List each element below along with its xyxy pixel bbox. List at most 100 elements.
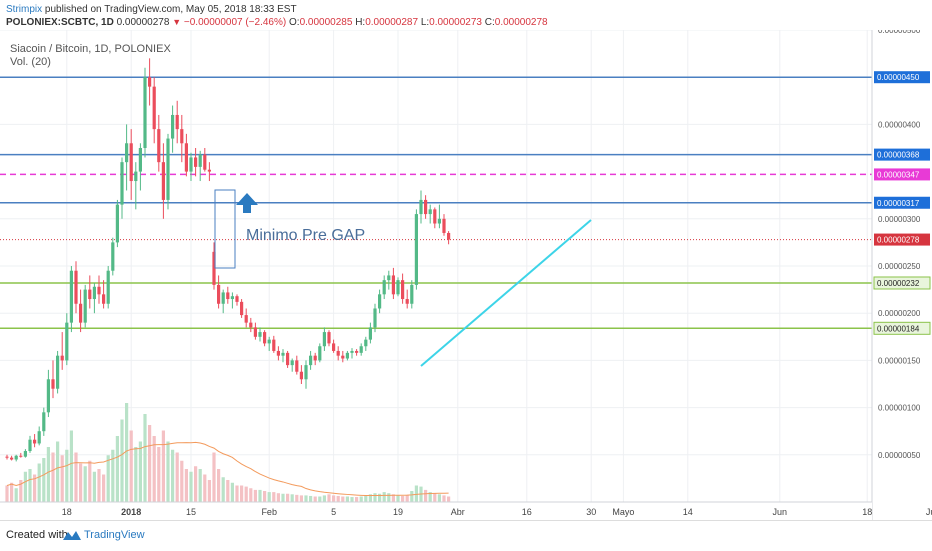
x-tick-label: 30 [586, 507, 596, 517]
candle-body [276, 350, 280, 356]
tradingview-logo-icon [63, 531, 81, 540]
candle-body [88, 289, 92, 300]
volume-bar [281, 493, 285, 502]
candle-body [217, 284, 221, 304]
volume-bar [295, 494, 299, 502]
volume-bar [148, 425, 152, 502]
low-label: L: [420, 17, 430, 28]
candle-body [33, 439, 37, 444]
x-tick-label: 18 [862, 507, 872, 517]
candle-body [194, 157, 198, 167]
candle-body [42, 412, 46, 432]
volume-bar [46, 447, 50, 502]
volume-ma-line [6, 441, 449, 497]
x-tick-label: Jul [926, 507, 932, 517]
candle-body [396, 280, 400, 295]
candle-body [198, 154, 202, 167]
candle-body [83, 289, 87, 323]
candle-body [281, 352, 285, 356]
ohlc-line: POLONIEX:SCBTC, 1D 0.00000278 ▼ −0.00000… [6, 17, 548, 28]
candle-body [332, 343, 336, 351]
x-tick-label: 14 [683, 507, 693, 517]
volume-bar [5, 485, 9, 502]
volume-bar [111, 449, 115, 502]
volume-bar [115, 436, 119, 502]
candle-body [56, 355, 60, 389]
candle-body [364, 339, 368, 347]
volume-bar [244, 486, 248, 502]
candle-body [37, 431, 41, 444]
volume-bar [106, 455, 110, 502]
chart-area[interactable]: Minimo Pre GAP Siacoin / Bitcoin, 1D, PO… [0, 26, 932, 520]
volume-bar [414, 485, 418, 502]
candle-body [120, 162, 124, 205]
volume-bar [198, 469, 202, 502]
last-price: 0.00000278 [116, 17, 170, 28]
volume-bar [194, 466, 198, 502]
candle-body [65, 322, 69, 361]
volume-bar [189, 471, 193, 502]
candle-body [368, 327, 372, 340]
level-price-label: 0.00000184 [877, 324, 920, 333]
y-tick-label: 0.00000250 [878, 262, 921, 271]
candle-body [157, 129, 161, 163]
volume-bar [60, 455, 64, 502]
volume-bar [230, 482, 234, 502]
author-link[interactable]: Strimpix [6, 4, 43, 15]
candle-body [106, 270, 110, 304]
grid [0, 29, 932, 502]
candle-body [313, 355, 317, 361]
level-price-tag [874, 71, 930, 84]
gap-box [214, 189, 236, 269]
y-tick-label: 0.00000050 [878, 451, 921, 460]
candle-body [79, 303, 83, 323]
volume-bar [263, 491, 267, 502]
time-axis[interactable]: 18201815Feb519Abr1630Mayo14Jun18Jul16 [0, 501, 932, 520]
y-tick-label: 0.00000200 [878, 309, 921, 318]
candle-body [226, 292, 230, 300]
candle-body [240, 301, 244, 316]
high-value: 0.00000287 [365, 17, 419, 28]
candle-body [97, 286, 101, 295]
candle-body [327, 332, 331, 344]
candle-body [184, 143, 188, 172]
candle-body [115, 204, 119, 243]
candle-body [405, 299, 409, 304]
candle-body [5, 456, 9, 458]
tradingview-link[interactable]: TradingView [84, 529, 145, 541]
volume-bar [212, 452, 216, 502]
low-value: 0.00000273 [429, 17, 482, 28]
volume-bar [447, 496, 451, 502]
volume-bar [102, 474, 106, 502]
level-price-label: 0.00000347 [877, 170, 920, 179]
symbol-label: POLONIEX:SCBTC, 1D [6, 17, 114, 28]
time-axis-bg [0, 502, 872, 520]
x-tick-label: Feb [261, 507, 277, 517]
volume-bar [217, 469, 221, 502]
volume-bar [327, 494, 331, 502]
candle-body [373, 308, 377, 328]
x-tick-label: 15 [186, 507, 196, 517]
y-tick-label: 0.00000500 [878, 30, 921, 35]
volume-bar [258, 489, 262, 502]
candle-body [355, 350, 359, 353]
volume-bar [74, 452, 78, 502]
level-price-label: 0.00000317 [877, 199, 920, 208]
volume-bar [221, 477, 225, 502]
volume-bar [272, 492, 276, 502]
x-tick-label: 19 [393, 507, 403, 517]
volume-bar [410, 491, 414, 502]
volume-bar [33, 474, 37, 502]
candle-body [299, 371, 303, 380]
volume-bar [341, 496, 345, 502]
open-value: 0.00000285 [299, 17, 353, 28]
volume-bar [207, 480, 211, 502]
candle-body [244, 315, 248, 323]
trend-line [420, 219, 592, 367]
price-axis[interactable]: 0.00000050 0.00000100 0.00000150 0.00000200… [871, 26, 932, 520]
volume-bar [184, 469, 188, 502]
volume-label: Vol. (20) [10, 56, 51, 68]
price-chart[interactable]: Minimo Pre GAP Siacoin / Bitcoin, 1D, PO… [0, 26, 932, 520]
candle-body [263, 332, 267, 344]
candle-body [171, 114, 175, 139]
